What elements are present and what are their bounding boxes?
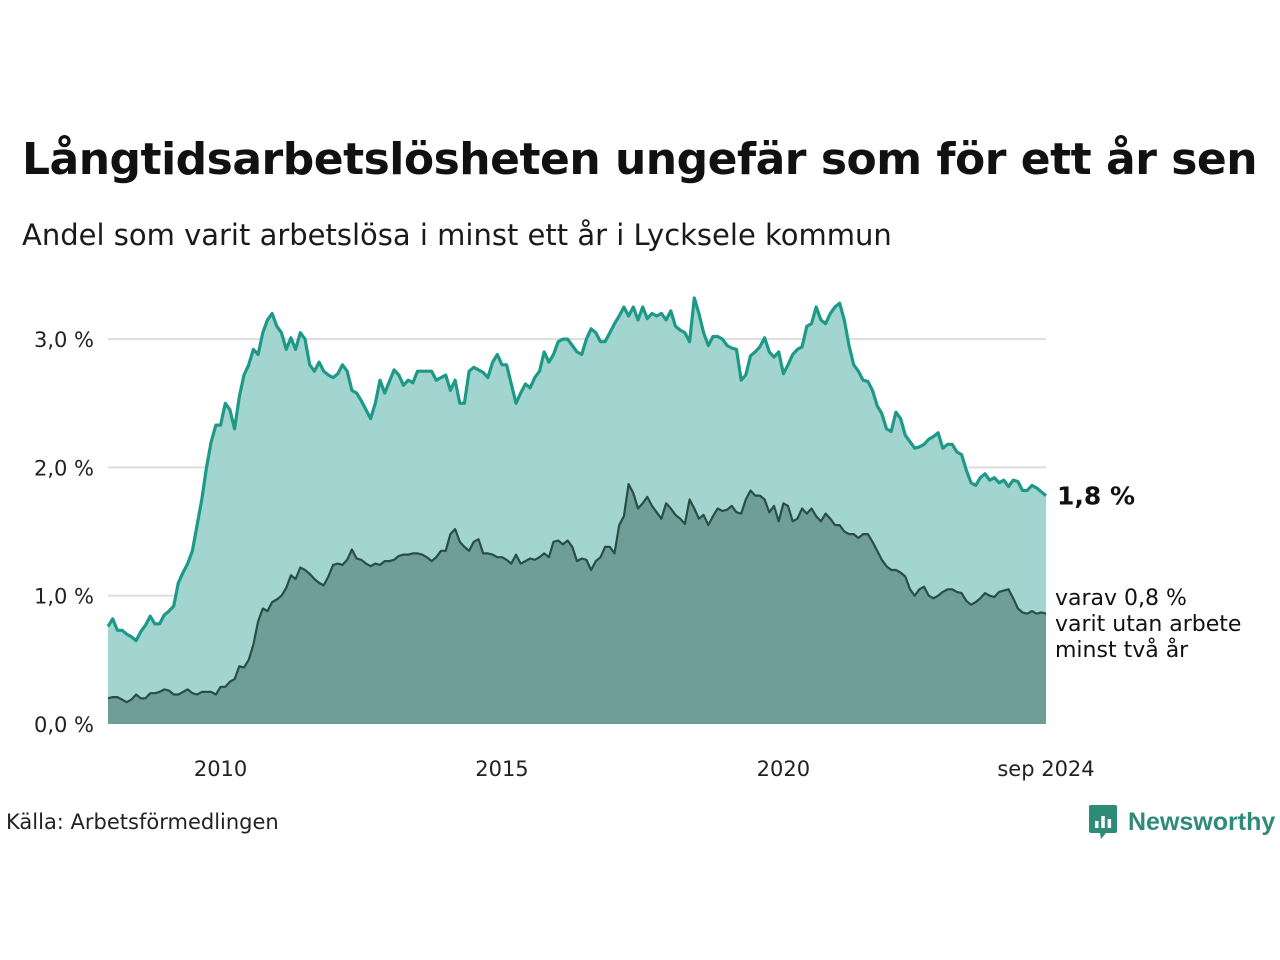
newsworthy-logo-icon bbox=[1089, 805, 1117, 839]
chart-subtitle: Andel som varit arbetslösa i minst ett å… bbox=[22, 218, 892, 252]
y-tick-label: 1,0 % bbox=[34, 585, 94, 609]
brand-name: Newsworthy bbox=[1128, 807, 1276, 836]
x-tick-label: 2020 bbox=[757, 757, 810, 781]
series-sub-end-label: varit utan arbete bbox=[1055, 612, 1241, 637]
y-tick-label: 2,0 % bbox=[34, 456, 94, 480]
series-sub-end-label: minst två år bbox=[1055, 637, 1189, 663]
y-tick-label: 0,0 % bbox=[34, 713, 94, 737]
series-sub-area bbox=[108, 484, 1046, 724]
series-sub-line bbox=[107, 483, 1047, 704]
newsworthy-logo: Newsworthy bbox=[1088, 804, 1275, 840]
series-main-end-label: 1,8 % bbox=[1057, 482, 1135, 511]
series-main-line bbox=[106, 296, 1048, 643]
x-tick-label: 2015 bbox=[475, 757, 528, 781]
source-note: Källa: Arbetsförmedlingen bbox=[6, 810, 279, 834]
chart-title: Långtidsarbetslösheten ungefär som för e… bbox=[22, 134, 1258, 185]
x-tick-label: 2010 bbox=[194, 757, 247, 781]
y-tick-label: 3,0 % bbox=[34, 328, 94, 352]
x-tick-label: sep 2024 bbox=[997, 757, 1094, 781]
chart: 0,0 % 1,0 % 2,0 % 3,0 % 2010 2015 2020 sep 2024… bbox=[34, 296, 1241, 781]
series-sub-end-label: varav 0,8 % bbox=[1055, 586, 1187, 611]
